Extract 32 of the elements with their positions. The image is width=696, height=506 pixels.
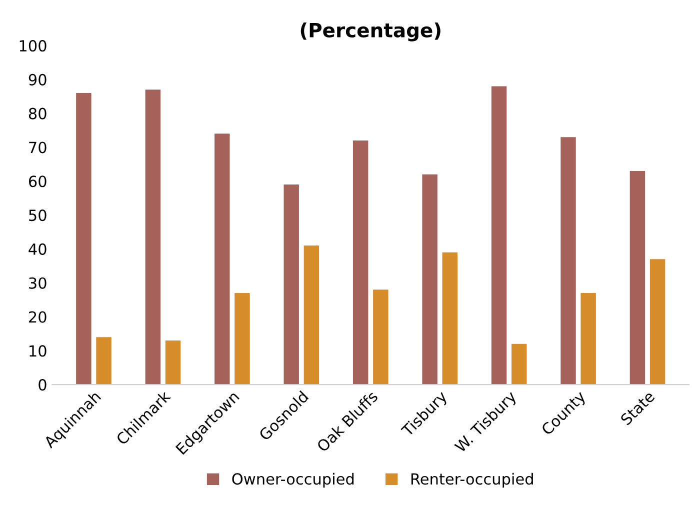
bar xyxy=(304,246,320,385)
legend-label: Owner-occupied xyxy=(232,472,354,488)
y-tick-label: 30 xyxy=(29,277,46,289)
bar xyxy=(491,86,507,385)
y-tick-label: 70 xyxy=(29,142,46,154)
y-tick-label: 0 xyxy=(38,379,46,391)
bar xyxy=(96,337,112,385)
y-tick-label: 50 xyxy=(29,210,46,222)
bar xyxy=(214,134,230,385)
bar xyxy=(442,252,458,385)
bar xyxy=(511,344,527,385)
chart-title: (Percentage) xyxy=(300,22,440,42)
legend-label: Renter-occupied xyxy=(411,472,533,488)
bar xyxy=(284,184,299,385)
y-tick-label: 20 xyxy=(29,311,46,323)
bar xyxy=(352,140,368,385)
y-tick-label: 100 xyxy=(20,40,46,52)
bar xyxy=(145,90,161,385)
bar xyxy=(373,290,388,385)
y-tick-label: 60 xyxy=(28,176,46,188)
bar xyxy=(580,293,596,385)
y-tick-label: 80 xyxy=(28,108,46,120)
bar xyxy=(76,93,92,385)
bar xyxy=(560,137,576,385)
y-tick-label: 40 xyxy=(28,243,46,255)
bar xyxy=(234,293,250,385)
bar xyxy=(422,174,438,385)
y-tick-label: 10 xyxy=(30,345,46,357)
bar xyxy=(630,170,646,385)
bar xyxy=(650,259,666,385)
y-tick-label: 90 xyxy=(28,74,46,86)
bar xyxy=(165,340,181,385)
